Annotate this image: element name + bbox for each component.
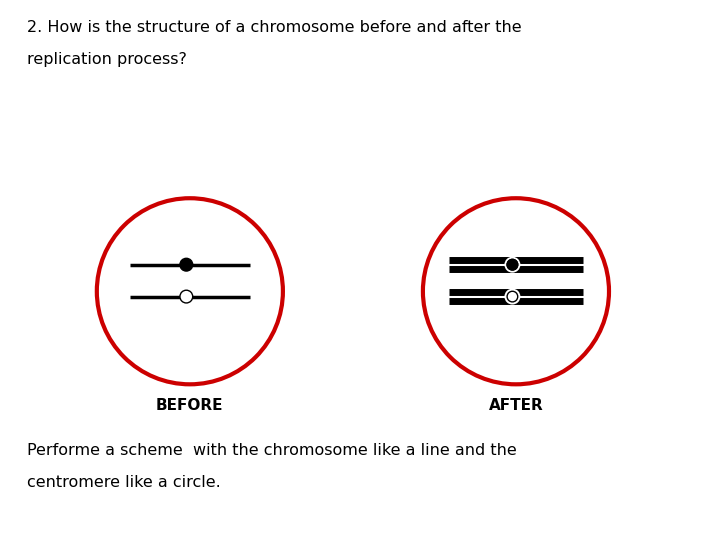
Text: AFTER: AFTER: [489, 397, 544, 413]
Text: BEFORE: BEFORE: [156, 397, 224, 413]
Text: 2. How is the structure of a chromosome before and after the: 2. How is the structure of a chromosome …: [27, 20, 521, 35]
Circle shape: [180, 290, 193, 303]
Circle shape: [505, 256, 521, 273]
Circle shape: [507, 259, 518, 270]
Text: Performe a scheme  with the chromosome like a line and the: Performe a scheme with the chromosome li…: [27, 443, 516, 458]
Text: replication process?: replication process?: [27, 52, 186, 67]
Circle shape: [505, 288, 521, 305]
Circle shape: [423, 198, 609, 384]
Text: centromere like a circle.: centromere like a circle.: [27, 475, 220, 490]
Circle shape: [507, 291, 518, 302]
Circle shape: [96, 198, 283, 384]
Circle shape: [507, 259, 518, 270]
Circle shape: [180, 258, 193, 271]
